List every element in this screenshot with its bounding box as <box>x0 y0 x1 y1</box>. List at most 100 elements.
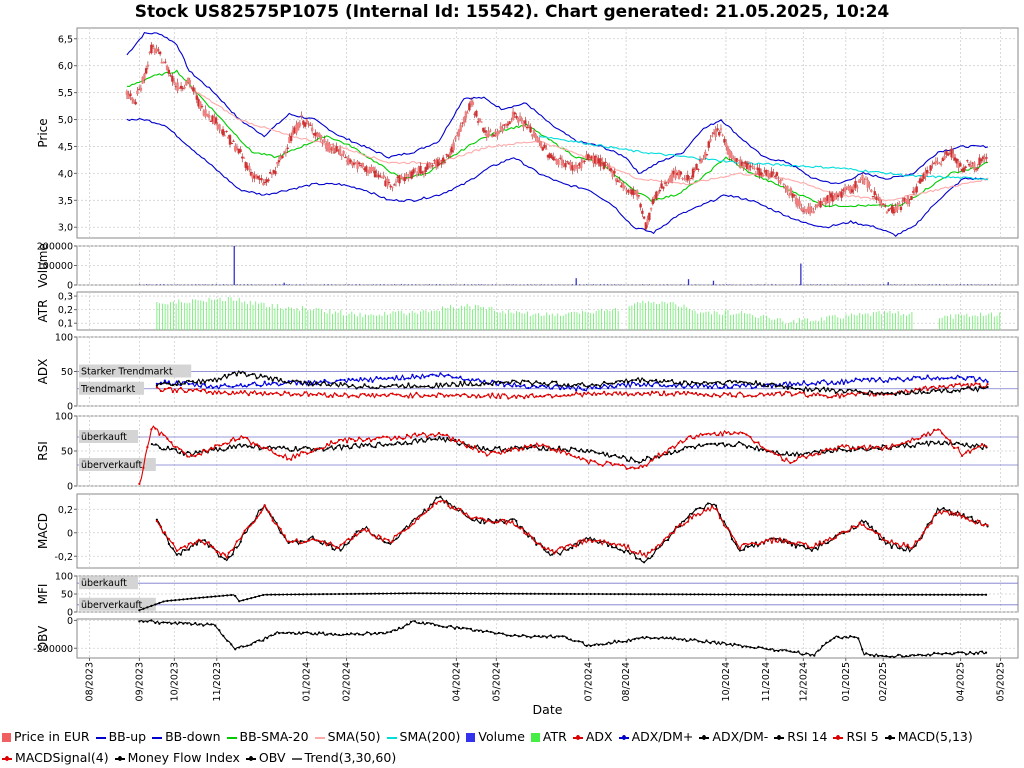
adx-point <box>439 372 442 375</box>
rsi-annotation-box <box>79 458 156 471</box>
obv-point <box>573 639 576 643</box>
adx-point <box>175 390 178 393</box>
adx-point <box>227 373 230 376</box>
rsi-point <box>733 431 736 434</box>
rsi-point <box>346 444 349 447</box>
mfi-point <box>581 592 584 596</box>
adx-point <box>495 383 498 386</box>
macd-point <box>782 541 785 544</box>
legend-swatch <box>774 735 785 740</box>
adx-point <box>247 374 250 377</box>
mfi-point <box>705 593 708 596</box>
adx-point <box>555 394 558 397</box>
macd-point <box>982 524 985 527</box>
candle <box>539 141 543 148</box>
mfi-point <box>585 592 588 596</box>
candle <box>796 199 800 206</box>
mfi-point <box>881 593 884 596</box>
adx-point <box>650 385 654 388</box>
mfi-point <box>369 592 373 595</box>
candle <box>822 197 826 202</box>
adx-point <box>942 377 945 380</box>
rsi-point <box>458 443 461 446</box>
candle <box>282 151 286 153</box>
obv-point <box>282 631 285 634</box>
adx-point <box>355 378 358 381</box>
rsi-point <box>701 444 705 447</box>
price-ytick-label: 3,5 <box>58 196 73 207</box>
rsi-point <box>521 448 524 451</box>
adx-point <box>311 393 314 396</box>
adx-point <box>762 394 766 397</box>
macd-point <box>686 520 690 523</box>
obv-point <box>761 646 764 649</box>
rsi-point <box>486 447 489 450</box>
macd-point <box>611 543 614 546</box>
mfi-point <box>210 595 213 598</box>
adx-point <box>591 383 594 386</box>
adx-point <box>762 383 766 386</box>
adx-point <box>243 384 246 387</box>
adx-point <box>607 386 610 390</box>
obv-point <box>310 632 313 635</box>
adx-point <box>535 380 538 383</box>
macd-point <box>375 537 378 540</box>
mfi-point <box>481 592 484 595</box>
adx-point <box>982 380 985 383</box>
candle <box>386 178 389 187</box>
obv-point <box>461 626 464 629</box>
adx-point <box>986 380 989 383</box>
rsi-point <box>214 446 217 450</box>
macd-point <box>395 534 398 537</box>
rsi-point <box>769 450 772 453</box>
rsi-point <box>430 438 433 441</box>
macd-point <box>387 538 390 542</box>
macd-point <box>882 538 885 542</box>
obv-point <box>473 629 476 632</box>
obv-point <box>489 630 492 634</box>
mfi-point <box>873 593 876 596</box>
rsi-point <box>653 456 656 459</box>
macd-point <box>359 529 362 533</box>
mfi-point <box>533 592 536 595</box>
candle <box>670 172 674 181</box>
obv-point <box>158 622 161 625</box>
adx-point <box>846 381 849 384</box>
adx-point <box>627 381 630 384</box>
macd-point <box>251 521 254 525</box>
candle <box>372 167 375 172</box>
adx-point <box>766 385 769 388</box>
candle <box>146 64 150 67</box>
candle <box>917 181 920 183</box>
mfi-point <box>349 592 353 595</box>
adx-point <box>323 392 326 395</box>
mfi-point <box>557 592 560 595</box>
rsi-point <box>381 435 385 438</box>
candle <box>310 127 314 132</box>
candle <box>286 147 289 149</box>
obv-point <box>529 636 532 639</box>
obv-point <box>721 641 724 644</box>
adx-point <box>415 391 418 394</box>
macd-point <box>187 548 190 551</box>
mfi-point <box>741 593 744 596</box>
obv-point <box>693 638 696 641</box>
adx-point <box>555 383 558 387</box>
candle <box>744 161 747 164</box>
obv-point <box>593 643 596 646</box>
adx-point <box>231 385 234 389</box>
candle <box>517 118 520 123</box>
candle <box>216 124 219 129</box>
mfi-point <box>345 592 349 596</box>
adx-point <box>163 379 166 382</box>
candle <box>335 146 338 152</box>
adx-point <box>698 392 702 396</box>
rsi-point <box>441 433 445 436</box>
rsi-point <box>913 438 916 441</box>
candle <box>585 154 588 159</box>
candle <box>295 124 298 134</box>
candle <box>821 203 824 205</box>
rsi-point <box>170 447 173 450</box>
obv-point <box>258 639 261 642</box>
